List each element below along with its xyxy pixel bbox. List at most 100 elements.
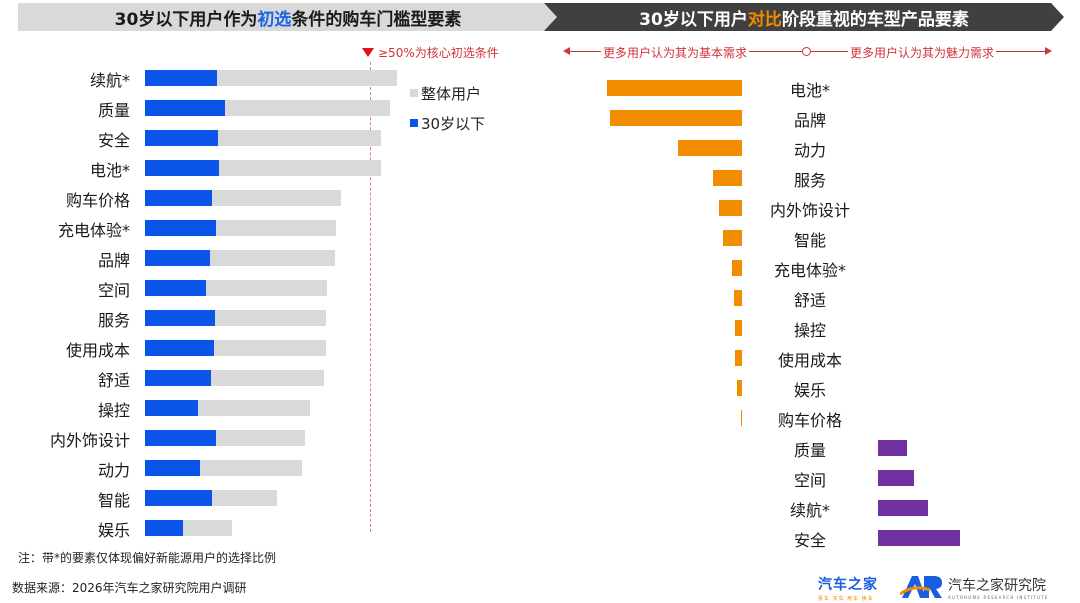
autohome-logo: 汽车之家 看车 买车 用车 换车: [818, 574, 878, 602]
bar-under30: [145, 220, 217, 236]
right-chart-row: 舒适: [560, 283, 1080, 313]
legend-swatch-gray-icon: [410, 89, 418, 97]
bar-under30: [145, 250, 210, 266]
category-label: 安全: [793, 531, 826, 550]
right-title-pre: 30岁以下用户: [639, 9, 748, 30]
bar-basic-need: [607, 80, 742, 96]
bar-basic-need: [610, 110, 742, 126]
category-label: 续航*: [89, 71, 130, 90]
left-chart-row: 安全: [0, 123, 420, 153]
bar-basic-need: [735, 320, 742, 336]
research-institute-name: 汽车之家研究院: [948, 577, 1046, 594]
right-chart-row: 使用成本: [560, 343, 1080, 373]
category-label: 使用成本: [777, 351, 842, 370]
category-label: 电池*: [789, 81, 830, 100]
legend-item-overall: 整体用户: [410, 78, 485, 108]
bar-attractive-need: [878, 440, 907, 456]
right-title-post: 阶段重视的车型产品要素: [781, 9, 969, 30]
category-label: 操控: [793, 321, 826, 340]
triangle-down-icon: [362, 48, 374, 57]
bar-under30: [145, 130, 218, 146]
bar-under30: [145, 100, 226, 116]
left-chart-row: 动力: [0, 453, 420, 483]
bar-under30: [145, 490, 213, 506]
threshold-line: [370, 62, 371, 532]
left-chart-row: 品牌: [0, 243, 420, 273]
right-chart-row: 动力: [560, 133, 1080, 163]
bar-basic-need: [734, 290, 742, 306]
autohome-logo-slogan: 看车 买车 用车 换车: [818, 596, 874, 602]
bar-basic-need: [735, 350, 742, 366]
right-panel-header: 30岁以下用户 对比 阶段重视的车型产品要素: [544, 3, 1064, 31]
bar-under30: [145, 460, 200, 476]
category-label: 娱乐: [97, 521, 130, 540]
left-chart-row: 操控: [0, 393, 420, 423]
bar-under30: [145, 520, 183, 536]
right-chart-row: 智能: [560, 223, 1080, 253]
category-label: 舒适: [793, 291, 826, 310]
category-label: 电池*: [89, 161, 130, 180]
bar-basic-need: [723, 230, 742, 246]
bar-attractive-need: [878, 470, 914, 486]
category-label: 服务: [97, 311, 130, 330]
category-label: 充电体验*: [773, 261, 846, 280]
category-label: 智能: [793, 231, 826, 250]
right-chart-row: 品牌: [560, 103, 1080, 133]
bar-under30: [145, 430, 217, 446]
threshold-note-text: ≥50%为核心初选条件: [378, 46, 499, 60]
threshold-note: ≥50%为核心初选条件: [362, 44, 499, 61]
bar-attractive-need: [878, 530, 960, 546]
right-chart-row: 电池*: [560, 73, 1080, 103]
left-chart-row: 智能: [0, 483, 420, 513]
legend-label: 整体用户: [421, 84, 482, 103]
left-chart-row: 充电体验*: [0, 213, 420, 243]
right-chart-row: 安全: [560, 523, 1080, 553]
left-legend: 整体用户 30岁以下: [410, 78, 485, 138]
left-panel-header: 30岁以下用户作为 初选 条件的购车门槛型要素: [18, 3, 558, 31]
category-label: 品牌: [97, 251, 130, 270]
right-title-highlight: 对比: [747, 9, 782, 30]
bar-under30: [145, 280, 207, 296]
arrow-right-icon: [1045, 47, 1052, 55]
category-label: 购车价格: [777, 411, 842, 430]
bar-basic-need: [719, 200, 742, 216]
category-label: 舒适: [97, 371, 130, 390]
category-label: 空间: [97, 281, 130, 300]
left-chart-row: 服务: [0, 303, 420, 333]
left-chart-row: 空间: [0, 273, 420, 303]
category-label: 使用成本: [65, 341, 130, 360]
legend-item-under30: 30岁以下: [410, 108, 485, 138]
legend-label: 30岁以下: [421, 114, 486, 133]
category-label: 动力: [97, 461, 130, 480]
axis-center-circle-icon: [802, 47, 811, 56]
right-chart-row: 续航*: [560, 493, 1080, 523]
bar-basic-need: [741, 410, 742, 426]
category-label: 续航*: [789, 501, 830, 520]
autohome-logo-text: 汽车之家: [818, 577, 878, 593]
right-chart-row: 娱乐: [560, 373, 1080, 403]
left-chart-row: 舒适: [0, 363, 420, 393]
bar-under30: [145, 190, 213, 206]
category-label: 内外饰设计: [49, 431, 130, 450]
axis-label-attractive: 更多用户认为其为魅力需求: [848, 44, 997, 61]
right-chart-row: 内外饰设计: [560, 193, 1080, 223]
right-chart-row: 质量: [560, 433, 1080, 463]
right-chart-row: 操控: [560, 313, 1080, 343]
bar-under30: [145, 310, 216, 326]
ar-logo-icon: [900, 576, 942, 598]
category-label: 购车价格: [65, 191, 130, 210]
right-chart-row: 购车价格: [560, 403, 1080, 433]
bar-under30: [145, 400, 199, 416]
research-institute-english: AUTOHOME RESEARCH INSTITUTE: [948, 594, 1049, 600]
left-chart-row: 购车价格: [0, 183, 420, 213]
bar-attractive-need: [878, 500, 928, 516]
bar-basic-need: [678, 140, 742, 156]
bar-under30: [145, 370, 212, 386]
bar-under30: [145, 160, 219, 176]
left-title-post: 条件的购车门槛型要素: [291, 9, 462, 30]
bar-basic-need: [713, 170, 742, 186]
footnote: 注：带*的要素仅体现偏好新能源用户的选择比例: [18, 551, 277, 565]
category-label: 内外饰设计: [769, 201, 850, 220]
category-label: 质量: [793, 441, 826, 460]
category-label: 操控: [97, 401, 130, 420]
